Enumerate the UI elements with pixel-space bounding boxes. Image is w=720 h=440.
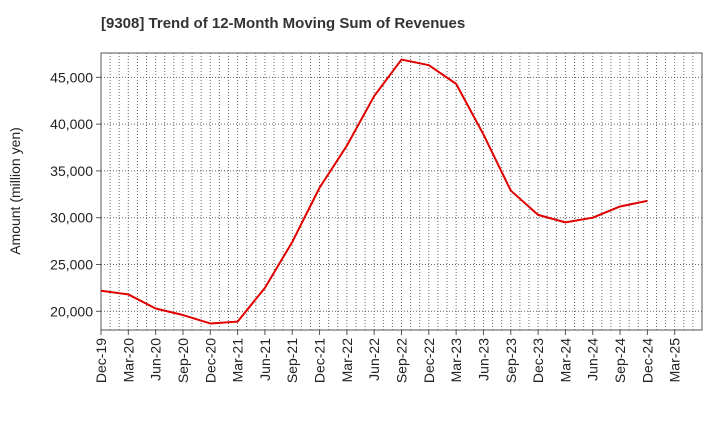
x-tick-label: Sep-21	[284, 338, 300, 383]
y-axis: 20,000 25,000 30,000 35,000 40,000 45,000	[50, 69, 101, 319]
x-tick-label: Mar-22	[339, 338, 355, 383]
y-tick-label: 40,000	[50, 116, 93, 132]
x-tick-label: Jun-23	[475, 338, 491, 381]
x-tick-label: Sep-23	[503, 338, 519, 383]
y-tick-label: 20,000	[50, 303, 93, 319]
x-tick-label: Sep-20	[175, 338, 191, 383]
grid-lines	[101, 53, 702, 330]
x-tick-label: Dec-23	[530, 338, 546, 383]
x-tick-label: Jun-21	[257, 338, 273, 381]
y-tick-label: 45,000	[50, 69, 93, 85]
x-tick-label: Mar-23	[448, 338, 464, 383]
x-tick-label: Jun-24	[585, 338, 601, 381]
x-tick-label: Mar-24	[557, 338, 573, 383]
x-tick-label: Sep-22	[394, 338, 410, 383]
y-tick-label: 35,000	[50, 163, 93, 179]
x-tick-label: Jun-20	[148, 338, 164, 381]
y-tick-label: 30,000	[50, 210, 93, 226]
x-tick-label: Sep-24	[612, 338, 628, 383]
x-axis: Dec-19 Mar-20 Jun-20 Sep-20 Dec-20 Mar-21 Jun-…	[93, 330, 683, 383]
x-tick-label: Dec-19	[93, 338, 109, 383]
x-tick-label: Jun-22	[366, 338, 382, 381]
x-tick-label: Dec-20	[202, 338, 218, 383]
y-axis-label: Amount (million yen)	[7, 127, 23, 255]
x-tick-label: Mar-21	[230, 338, 246, 383]
y-tick-label: 25,000	[50, 256, 93, 272]
chart-title: [9308] Trend of 12-Month Moving Sum of R…	[101, 15, 466, 32]
x-tick-label: Mar-25	[667, 338, 683, 383]
x-tick-label: Mar-20	[120, 338, 136, 383]
series-layer	[100, 58, 648, 325]
x-tick-label: Dec-21	[312, 338, 328, 383]
x-tick-label: Dec-24	[639, 338, 655, 383]
revenue-series-line	[100, 58, 648, 325]
x-tick-label: Dec-22	[421, 338, 437, 383]
